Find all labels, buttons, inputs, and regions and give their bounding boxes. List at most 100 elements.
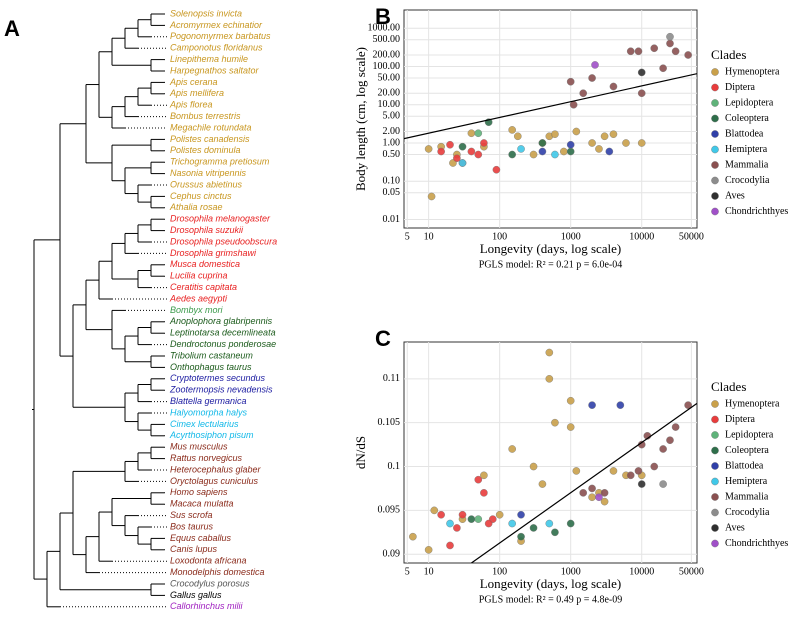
legend-swatch: [711, 83, 719, 92]
point: [659, 445, 667, 453]
point: [437, 147, 445, 156]
legend-label: Blattodea: [725, 128, 764, 139]
point: [458, 159, 467, 167]
species-label: Ceratitis capitata: [170, 282, 237, 292]
point: [671, 47, 680, 56]
point: [458, 142, 467, 151]
point: [495, 510, 504, 519]
y-tick-label: 20.00: [378, 88, 401, 99]
fit-line: [471, 402, 697, 563]
y-tick-label: 500.00: [373, 34, 401, 45]
species-label: Apis cerana: [169, 77, 218, 87]
x-tick-label: 10000: [629, 231, 654, 242]
point: [446, 541, 454, 550]
y-tick-label: 100.00: [373, 61, 401, 72]
species-label: Pogonomyrmex barbatus: [170, 31, 271, 41]
point: [492, 165, 501, 174]
legend-label: Chondrichthyes: [725, 538, 788, 549]
y-axis-label: dN/dS: [353, 436, 368, 469]
y-tick-label: 0.105: [378, 417, 401, 428]
point: [566, 77, 575, 86]
point: [666, 39, 674, 48]
point: [637, 480, 646, 488]
point: [671, 423, 680, 431]
y-tick-label: 5.00: [383, 111, 401, 122]
point: [566, 396, 575, 405]
species-label: Sus scrofa: [170, 510, 213, 520]
point: [474, 150, 483, 159]
x-tick-label: 5: [405, 231, 410, 242]
point: [626, 471, 635, 480]
x-tick-label: 10: [424, 231, 434, 242]
point: [517, 532, 525, 541]
species-label: Equus caballus: [170, 533, 232, 543]
species-label: Halyomorpha halys: [170, 407, 248, 417]
species-label: Trichogramma pretiosum: [170, 157, 270, 167]
point: [560, 147, 568, 156]
point: [595, 493, 603, 502]
species-label: Acyrthosiphon pisum: [169, 430, 254, 440]
point: [579, 489, 588, 497]
x-tick-label: 100: [492, 566, 507, 577]
legend-swatch: [711, 508, 719, 517]
species-label: Zootermopsis nevadensis: [169, 385, 273, 395]
legend-label: Coleoptera: [725, 113, 769, 124]
species-label: Callorhinchus milii: [170, 601, 244, 611]
legend-swatch: [711, 207, 719, 216]
point: [480, 139, 488, 147]
point: [588, 401, 596, 409]
legend-swatch: [711, 493, 719, 501]
point: [508, 519, 516, 528]
species-label: Linepithema humile: [170, 54, 248, 64]
legend-swatch: [711, 161, 719, 169]
species-label: Lucilia cuprina: [170, 271, 228, 281]
point: [474, 475, 483, 484]
species-label: Apis mellifera: [169, 88, 224, 98]
legend-swatch: [711, 415, 719, 424]
species-label: Loxodonta africana: [170, 556, 247, 566]
point: [650, 462, 659, 471]
species-label: Harpegnathos saltator: [170, 65, 260, 75]
species-label: Dendroctonus ponderosae: [170, 339, 276, 349]
y-tick-label: 0.09: [383, 549, 401, 560]
point: [467, 515, 476, 523]
species-label: Heterocephalus glaber: [170, 464, 262, 474]
legend-label: Blattodea: [725, 460, 764, 471]
point: [569, 100, 578, 109]
annotation: PGLS model: R² = 0.21 p = 6.0e-04: [479, 259, 622, 270]
species-label: Polistes dominula: [170, 145, 241, 155]
point: [430, 506, 439, 515]
point: [626, 47, 635, 56]
point: [666, 436, 674, 445]
legend-swatch: [711, 68, 719, 76]
point: [538, 139, 547, 147]
point: [684, 51, 692, 59]
point: [588, 139, 596, 147]
x-axis-label: Longevity (days, log scale): [480, 576, 622, 591]
point: [551, 130, 559, 138]
point: [538, 480, 547, 488]
point: [529, 462, 538, 471]
point: [517, 510, 525, 519]
point: [650, 44, 659, 53]
legend-label: Hymenoptera: [725, 66, 780, 77]
species-label: Onthophagus taurus: [170, 362, 252, 372]
point: [609, 467, 618, 475]
legend-swatch: [711, 446, 719, 455]
point: [424, 546, 433, 554]
x-tick-label: 50000: [679, 231, 704, 242]
point: [659, 64, 667, 73]
point: [600, 489, 609, 497]
point: [684, 401, 692, 409]
point: [551, 418, 559, 427]
x-tick-label: 100: [492, 231, 507, 242]
panel-label: C: [375, 326, 391, 351]
legend-label: Lepidoptera: [725, 97, 774, 108]
species-label: Orussus abietinus: [170, 179, 243, 189]
point: [634, 47, 643, 56]
legend-swatch: [711, 539, 719, 548]
species-label: Oryctolagus cuniculus: [170, 476, 259, 486]
point: [566, 519, 575, 528]
panel-label: B: [375, 4, 391, 29]
species-label: Polistes canadensis: [170, 134, 250, 144]
